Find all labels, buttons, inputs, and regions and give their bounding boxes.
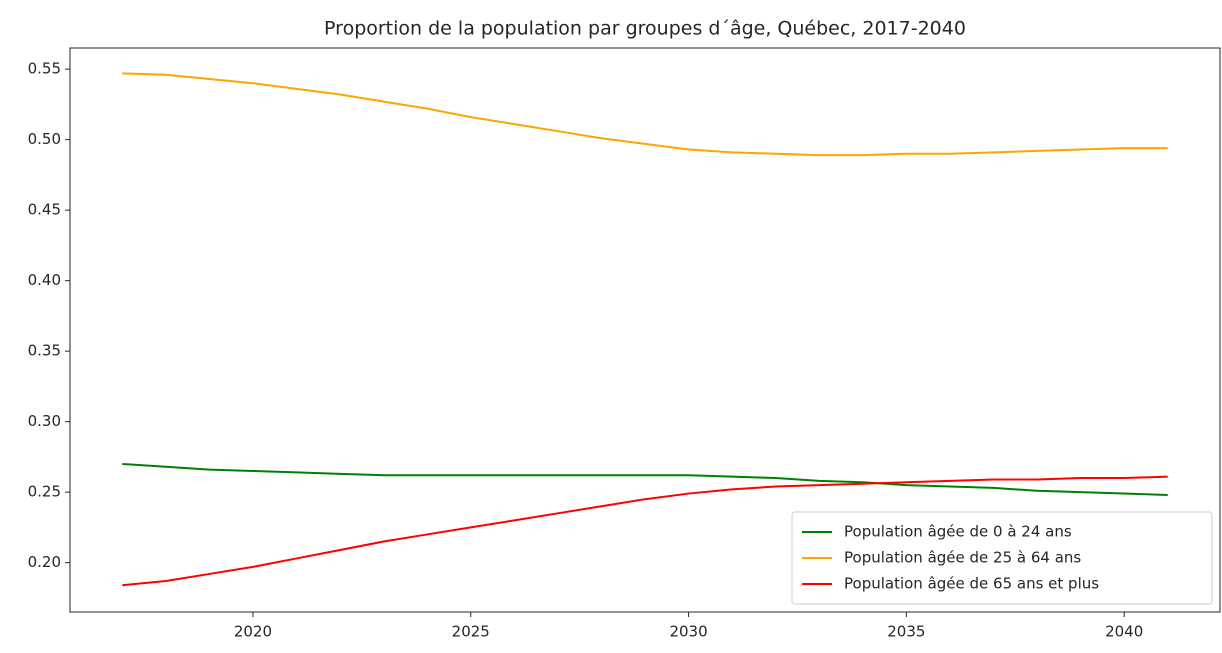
y-tick-label: 0.50 — [28, 130, 61, 148]
series-line — [122, 475, 1168, 587]
plot-frame — [69, 47, 1221, 613]
x-tick-label: 2035 — [887, 623, 925, 641]
x-tick-label: 2040 — [1105, 623, 1143, 641]
x-tick-label: 2025 — [452, 623, 490, 641]
legend-label: Population âgée de 25 à 64 ans — [844, 549, 1081, 567]
series-line — [122, 462, 1168, 496]
y-tick-label: 0.45 — [28, 201, 61, 219]
legend-box — [791, 511, 1213, 605]
series-line — [122, 72, 1168, 157]
y-tick-label: 0.55 — [28, 60, 61, 78]
legend-label: Population âgée de 65 ans et plus — [844, 575, 1099, 593]
chart-title: Proportion de la population par groupes … — [324, 18, 966, 40]
y-tick-label: 0.20 — [28, 553, 61, 571]
x-tick-label: 2020 — [234, 623, 272, 641]
x-tick-label: 2030 — [669, 623, 707, 641]
y-tick-label: 0.25 — [28, 483, 61, 501]
y-tick-label: 0.35 — [28, 342, 61, 360]
y-tick-label: 0.30 — [28, 412, 61, 430]
y-tick-label: 0.40 — [28, 271, 61, 289]
legend-label: Population âgée de 0 à 24 ans — [844, 523, 1072, 541]
